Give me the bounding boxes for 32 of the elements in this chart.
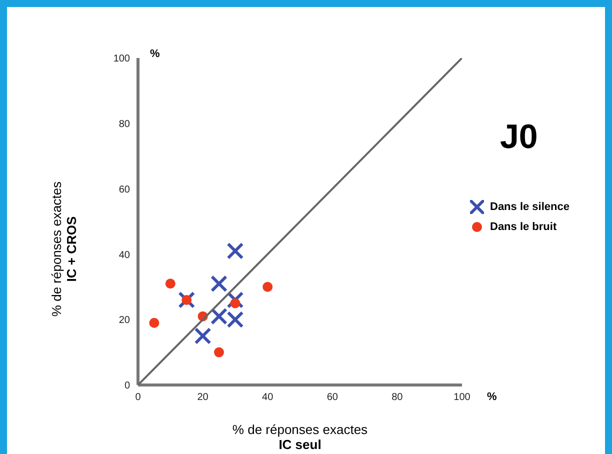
point	[226, 291, 244, 308]
x-tick-label: 100	[454, 392, 471, 404]
point	[210, 308, 228, 325]
y-tick-label: 20	[118, 315, 130, 326]
y-tick-label: 60	[118, 184, 130, 196]
point	[194, 327, 212, 344]
point	[214, 347, 224, 358]
point	[226, 242, 244, 260]
point	[149, 318, 160, 328]
y-tick-label: 40	[118, 250, 130, 261]
y-tick-label: 0	[124, 380, 130, 392]
y-tick-label: 100	[113, 54, 130, 65]
point	[226, 311, 244, 328]
point	[178, 291, 196, 308]
point	[165, 278, 176, 289]
text: J0	[500, 118, 538, 157]
text: %	[487, 391, 497, 403]
x-tick-label: 40	[262, 392, 274, 404]
point	[230, 298, 240, 308]
x-tick-label: 0	[135, 392, 142, 404]
y-tick-label: 80	[118, 118, 130, 130]
point	[262, 282, 273, 292]
legend-label: Dans le silence	[490, 201, 570, 213]
point	[182, 294, 192, 305]
annotation: %	[150, 48, 160, 60]
x-tick-label: 60	[326, 392, 338, 404]
x-axis-title: % de réponses exactes IC seul	[231, 422, 369, 452]
x-tick-label: 80	[392, 392, 404, 404]
point	[210, 275, 228, 292]
legend-label: Dans le bruit	[490, 221, 557, 233]
y-axis-title: % de réponses exactes IC + CROS	[49, 180, 79, 319]
x-tick-label: 20	[197, 392, 209, 404]
